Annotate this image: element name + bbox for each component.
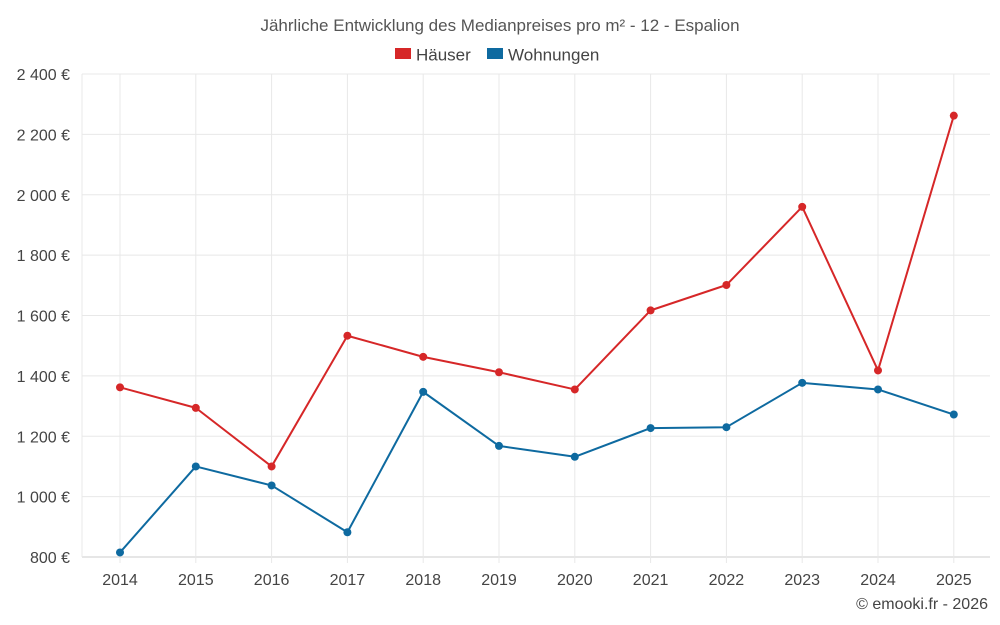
data-point-wohnungen-2025[interactable]	[949, 410, 958, 419]
data-point-haeuser-2025[interactable]	[949, 111, 958, 120]
data-point-wohnungen-2024[interactable]	[874, 385, 882, 394]
data-point-haeuser-2023[interactable]	[798, 202, 807, 211]
data-point-wohnungen-2023[interactable]	[798, 378, 807, 387]
y-tick-label: 2 200 €	[17, 127, 70, 144]
legend-label-haeuser[interactable]: Häuser	[416, 46, 471, 65]
x-tick-label: 2022	[709, 572, 745, 589]
x-tick-label: 2014	[102, 572, 138, 589]
x-tick-label: 2018	[405, 572, 441, 589]
data-point-haeuser-2017[interactable]	[343, 331, 352, 340]
y-tick-label: 1 400 €	[17, 369, 70, 386]
data-point-wohnungen-2015[interactable]	[191, 462, 200, 471]
data-point-wohnungen-2016[interactable]	[267, 481, 276, 490]
x-tick-label: 2021	[633, 572, 669, 589]
data-point-haeuser-2018[interactable]	[419, 352, 428, 361]
data-point-haeuser-2024[interactable]	[874, 366, 882, 375]
legend-label-wohnungen[interactable]: Wohnungen	[508, 46, 599, 65]
y-axis-ticks: 800 € 1 000 € 1 200 € 1 400 € 1 600 € 1 800 €…	[17, 67, 70, 567]
grid	[81, 73, 990, 563]
y-tick-label: 1 800 €	[17, 248, 70, 265]
x-tick-label: 2017	[330, 572, 366, 589]
legend-swatch-haeuser[interactable]	[395, 48, 411, 59]
x-tick-label: 2016	[254, 572, 290, 589]
x-tick-label: 2024	[860, 572, 896, 589]
series-line-wohnungen[interactable]	[119, 381, 955, 554]
y-tick-label: 1 600 €	[17, 309, 70, 326]
data-point-haeuser-2015[interactable]	[191, 403, 200, 412]
y-tick-label: 800 €	[30, 550, 70, 567]
x-tick-label: 2023	[784, 572, 820, 589]
series-line-haeuser[interactable]	[119, 115, 955, 468]
data-point-haeuser-2022[interactable]	[722, 281, 731, 290]
data-point-haeuser-2014[interactable]	[116, 383, 124, 392]
x-tick-label: 2019	[481, 572, 517, 589]
series-group	[116, 111, 958, 557]
copyright-text: © emooki.fr - 2026	[856, 596, 988, 613]
data-point-wohnungen-2017[interactable]	[343, 528, 352, 537]
data-point-wohnungen-2021[interactable]	[646, 424, 655, 433]
x-tick-label: 2015	[178, 572, 214, 589]
y-tick-label: 1 000 €	[17, 490, 70, 507]
data-point-wohnungen-2020[interactable]	[570, 452, 579, 461]
data-point-wohnungen-2022[interactable]	[722, 423, 731, 432]
y-tick-label: 2 000 €	[17, 188, 70, 205]
data-point-haeuser-2020[interactable]	[570, 385, 579, 394]
y-tick-label: 1 200 €	[17, 429, 70, 446]
legend: Häuser Wohnungen	[395, 46, 599, 65]
chart-title: Jährliche Entwicklung des Medianpreises …	[260, 16, 739, 35]
data-point-wohnungen-2014[interactable]	[116, 548, 124, 557]
data-point-wohnungen-2018[interactable]	[419, 387, 428, 396]
y-tick-label: 2 400 €	[17, 67, 70, 84]
x-tick-label: 2020	[557, 572, 593, 589]
legend-swatch-wohnungen[interactable]	[487, 48, 503, 59]
x-axis-ticks: 2014 2015 2016 2017 2018 2019 2020 2021 2022 2023…	[102, 572, 971, 589]
data-point-haeuser-2021[interactable]	[646, 306, 655, 315]
x-tick-label: 2025	[936, 572, 972, 589]
data-point-haeuser-2019[interactable]	[495, 368, 503, 377]
data-point-wohnungen-2019[interactable]	[495, 441, 503, 450]
data-point-haeuser-2016[interactable]	[267, 462, 276, 471]
